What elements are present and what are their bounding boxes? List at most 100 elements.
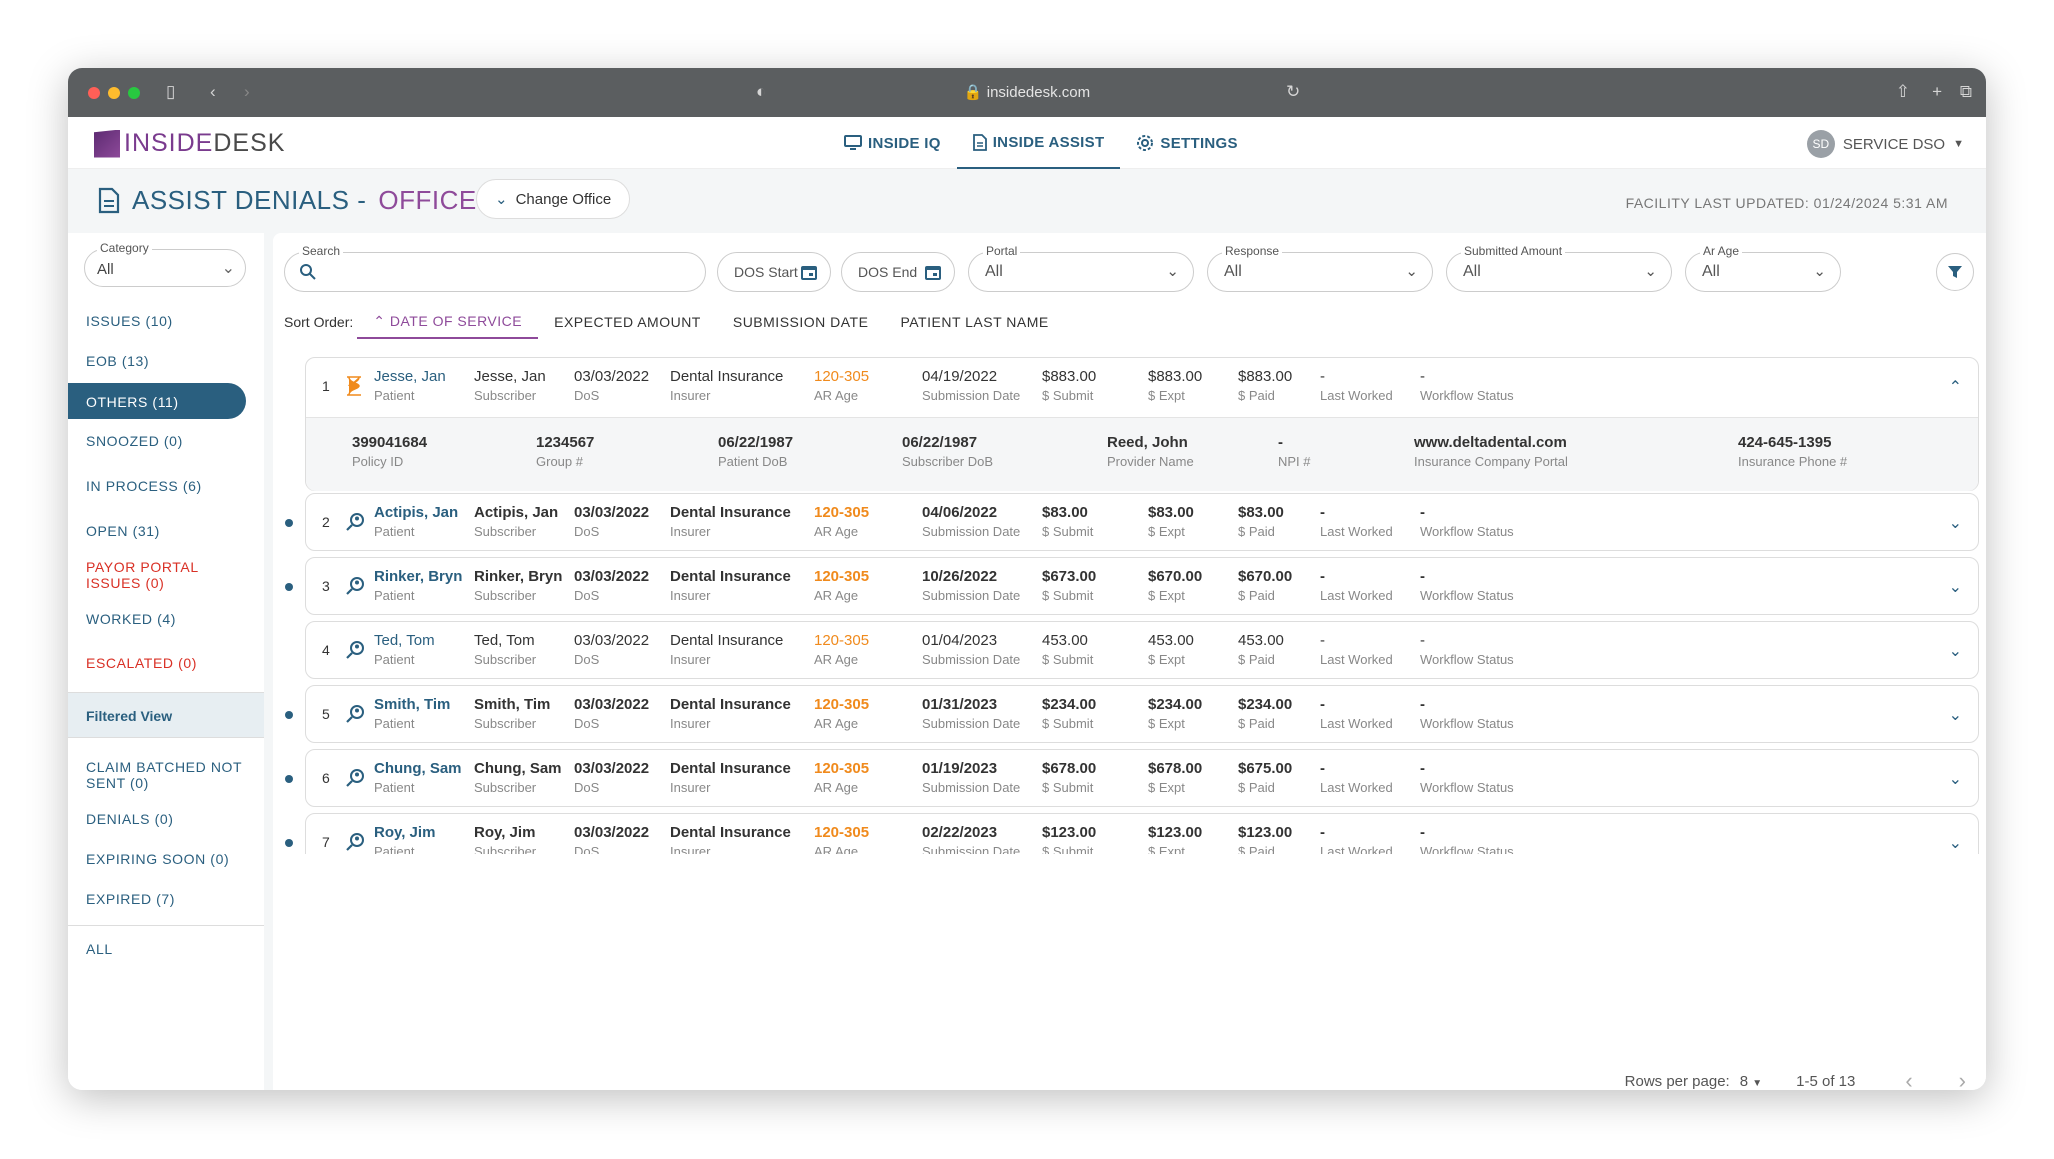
share-icon[interactable]: ⇧: [1895, 82, 1910, 101]
portal-select[interactable]: Portal All ⌄: [968, 244, 1194, 292]
tab-inside-iq[interactable]: INSIDE IQ: [828, 117, 957, 169]
sort-patient-last-name[interactable]: PATIENT LAST NAME: [900, 314, 1049, 330]
cell-patient[interactable]: Actipis, Jan Patient: [374, 504, 458, 539]
sidebar-item-worked[interactable]: WORKED (4): [86, 611, 176, 627]
chevron-down-icon[interactable]: ⌄: [1948, 643, 1962, 660]
table-row[interactable]: 7 Roy, Jim Patient Roy, Jim Subscriber 03/03/…: [285, 813, 1979, 854]
tabs-overview-icon[interactable]: ⧉: [1959, 82, 1972, 101]
sidebar-toggle-icon[interactable]: ▯: [166, 82, 176, 101]
rows-per-page-select[interactable]: 8 ▼: [1740, 1073, 1762, 1090]
sidebar-item-eob[interactable]: EOB (13): [86, 353, 150, 369]
filter-button[interactable]: [1936, 253, 1974, 291]
sidebar-item-expired[interactable]: EXPIRED (7): [86, 891, 176, 907]
search-person-icon[interactable]: [346, 768, 366, 788]
search-person-icon[interactable]: [346, 640, 366, 660]
zoom-window-button[interactable]: [128, 87, 140, 99]
cell-patient[interactable]: Rinker, Bryn Patient: [374, 568, 462, 603]
sort-expected-amount[interactable]: EXPECTED AMOUNT: [554, 314, 701, 330]
chevron-down-icon[interactable]: ⌄: [1948, 579, 1962, 596]
sidebar-item-payor-portal-issues[interactable]: PAYOR PORTAL ISSUES (0): [86, 559, 199, 591]
change-office-label: Change Office: [515, 190, 612, 208]
cell-subscriber-label: Subscriber: [474, 388, 537, 403]
change-office-button[interactable]: ⌄ Change Office: [476, 179, 631, 219]
search-person-icon[interactable]: [346, 512, 366, 532]
chevron-up-icon[interactable]: ⌃: [1948, 379, 1962, 396]
cell-submit: $83.00 $ Submit: [1042, 504, 1093, 539]
search-input[interactable]: Search: [284, 244, 706, 292]
submitted-amount-select[interactable]: Submitted Amount All ⌄: [1446, 244, 1672, 292]
facility-last-updated: FACILITY LAST UPDATED: 01/24/2024 5:31 A…: [1625, 195, 1948, 211]
cell-ar-value: 120-305: [814, 504, 870, 521]
detail-policy-label: Policy ID: [352, 454, 404, 469]
cell-patient[interactable]: Roy, Jim Patient: [374, 824, 435, 854]
cell-insurer-label: Insurer: [670, 588, 711, 603]
table-row[interactable]: 2 Actipis, Jan Patient Actipis, Jan Subscrib…: [285, 493, 1979, 551]
dos-end-input[interactable]: DOS End: [841, 252, 955, 292]
cell-submit-label: $ Submit: [1042, 780, 1094, 795]
chevron-down-icon[interactable]: ⌄: [1948, 771, 1962, 788]
forward-icon[interactable]: ›: [244, 82, 250, 101]
sidebar-item-expiring-soon[interactable]: EXPIRING SOON (0): [86, 851, 230, 867]
calendar-icon[interactable]: [924, 263, 942, 281]
cell-subdate-value: 02/22/2023: [922, 824, 998, 841]
cell-subdate: 01/31/2023 Submission Date: [922, 696, 1020, 731]
category-select[interactable]: Category All ⌄: [84, 241, 246, 287]
tab-settings[interactable]: SETTINGS: [1120, 117, 1253, 169]
sidebar-item-in-process[interactable]: IN PROCESS (6): [86, 478, 202, 494]
cell-patient[interactable]: Chung, Sam Patient: [374, 760, 462, 795]
minimize-window-button[interactable]: [108, 87, 120, 99]
dos-start-input[interactable]: DOS Start: [717, 252, 831, 292]
cell-patient[interactable]: Jesse, Jan Patient: [374, 368, 446, 403]
ar-age-select[interactable]: Ar Age All ⌄: [1685, 244, 1841, 292]
table-row[interactable]: 3 Rinker, Bryn Patient Rinker, Bryn Subscrib…: [285, 557, 1979, 615]
reload-icon[interactable]: ↻: [1286, 82, 1301, 101]
cell-patient[interactable]: Smith, Tim Patient: [374, 696, 450, 731]
user-name: SERVICE DSO: [1842, 135, 1946, 153]
sidebar-item-others[interactable]: OTHERS (11): [68, 383, 246, 419]
cell-patient[interactable]: Ted, Tom Patient: [374, 632, 435, 667]
sidebar-item-open[interactable]: OPEN (31): [86, 523, 160, 539]
search-person-icon[interactable]: [346, 832, 366, 852]
sidebar-item-issues[interactable]: ISSUES (10): [86, 313, 173, 329]
close-window-button[interactable]: [88, 87, 100, 99]
sidebar-item-claim-batched[interactable]: CLAIM BATCHED NOT SENT (0): [86, 759, 242, 791]
cell-expt-label: $ Expt: [1148, 844, 1185, 854]
cell-submit-value: $123.00: [1042, 824, 1097, 841]
prev-page-icon[interactable]: ‹: [1905, 1068, 1913, 1090]
chevron-down-icon[interactable]: ⌄: [1948, 515, 1962, 532]
back-icon[interactable]: ‹: [210, 82, 216, 101]
table-row[interactable]: 6 Chung, Sam Patient Chung, Sam Subscriber 03…: [285, 749, 1979, 807]
chevron-down-icon[interactable]: ⌄: [1948, 707, 1962, 724]
logo-text-inside: INSIDE: [124, 129, 214, 157]
next-page-icon[interactable]: ›: [1958, 1068, 1966, 1090]
sidebar-item-snoozed[interactable]: SNOOZED (0): [86, 433, 183, 449]
calendar-icon[interactable]: [800, 263, 818, 281]
cell-paid: $234.00 $ Paid: [1238, 696, 1292, 731]
cell-subscriber: Smith, Tim Subscriber: [474, 696, 550, 731]
cell-patient-value: Smith, Tim: [374, 696, 451, 713]
sidebar-item-all[interactable]: ALL: [86, 941, 113, 957]
chevron-down-icon[interactable]: ⌄: [1948, 835, 1962, 852]
sort-date-of-service[interactable]: ⌃ DATE OF SERVICE: [357, 305, 539, 339]
cell-insurer: Dental Insurance Insurer: [670, 632, 783, 667]
cell-submit-value: $673.00: [1042, 568, 1097, 585]
tab-inside-assist[interactable]: INSIDE ASSIST: [956, 117, 1121, 169]
address-bar[interactable]: 🔒 insidedesk.com: [963, 84, 1091, 101]
sidebar-item-escalated[interactable]: ESCALATED (0): [86, 655, 198, 671]
sort-submission-date[interactable]: SUBMISSION DATE: [732, 314, 869, 330]
insidedesk-logo[interactable]: INSIDEDESK: [94, 129, 285, 158]
new-tab-icon[interactable]: +: [1932, 82, 1942, 101]
search-person-icon[interactable]: [346, 576, 366, 596]
unread-dot: [285, 775, 293, 783]
table-row[interactable]: 1 Jesse, Jan Patient Jesse, Jan Subscriber 03…: [305, 357, 1979, 491]
cell-insurer: Dental Insurance Insurer: [670, 760, 791, 795]
response-select[interactable]: Response All ⌄: [1207, 244, 1433, 292]
cell-subscriber-label: Subscriber: [474, 780, 537, 795]
sidebar-item-denials[interactable]: DENIALS (0): [86, 811, 174, 827]
search-person-icon[interactable]: [346, 704, 366, 724]
user-menu[interactable]: SD SERVICE DSO ▼: [1806, 130, 1964, 158]
cell-workflow: - Workflow Status: [1420, 824, 1514, 854]
table-row[interactable]: 4 Ted, Tom Patient Ted, Tom Subscriber 03/03/…: [305, 621, 1979, 679]
table-row[interactable]: 5 Smith, Tim Patient Smith, Tim Subscriber 03…: [285, 685, 1979, 743]
shield-icon[interactable]: ◐: [756, 82, 767, 101]
